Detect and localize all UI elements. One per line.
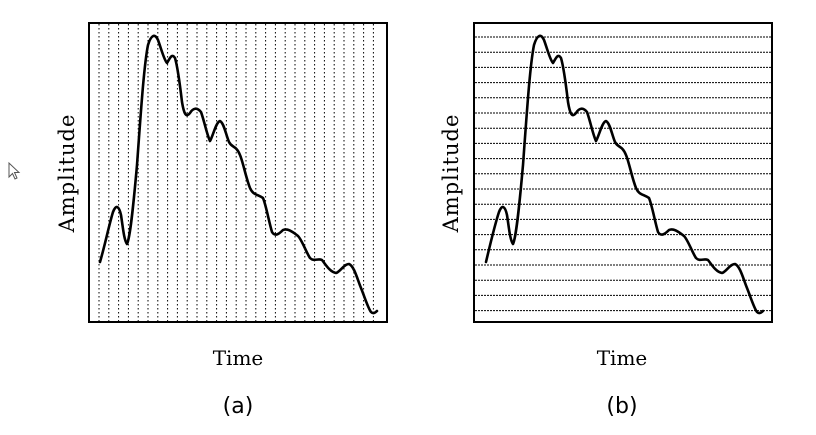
mouse-pointer-icon	[8, 161, 21, 180]
vertical-grid-lines	[98, 24, 374, 321]
horizontal-grid-lines	[475, 36, 771, 312]
y-axis-label-a: Amplitude	[55, 114, 79, 234]
x-axis-label-b: Time	[597, 346, 648, 370]
panel-a: Amplitude Time (a)	[55, 22, 388, 419]
signal-curve-b	[484, 34, 765, 315]
x-axis-label-a: Time	[213, 346, 264, 370]
y-axis-label-b: Amplitude	[439, 114, 463, 234]
panel-b: Amplitude Time (b)	[439, 22, 773, 419]
plot-frame-b	[473, 22, 773, 323]
plot-frame-a	[88, 22, 388, 323]
panel-caption-b: (b)	[606, 394, 637, 419]
signal-curve-a	[98, 34, 379, 315]
panel-caption-a: (a)	[223, 394, 254, 419]
